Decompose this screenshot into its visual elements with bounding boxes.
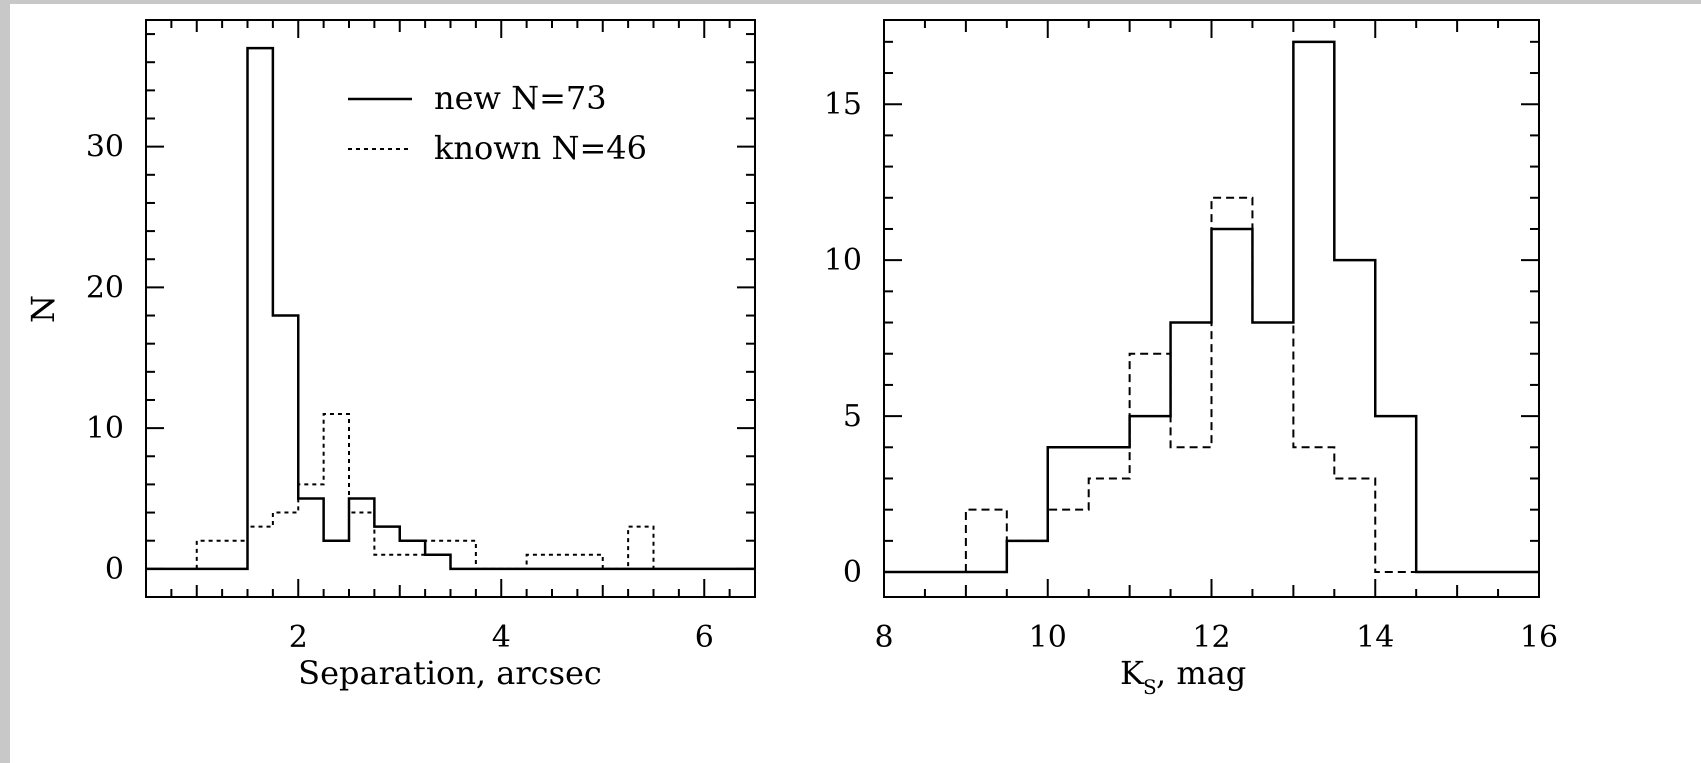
panel1-ytick-label: 10 — [86, 411, 124, 446]
panel1-xtick-label: 6 — [695, 620, 714, 655]
panel2-xtick-label: 14 — [1356, 620, 1394, 655]
panel2-xtick-label: 12 — [1192, 620, 1230, 655]
panel2-xtick-label: 16 — [1520, 620, 1558, 655]
legend-label-known: known N=46 — [434, 129, 647, 167]
panel1-ytick-label: 20 — [86, 270, 124, 305]
panel1-ytick-label: 30 — [86, 130, 124, 165]
panel1-ytick-label: 0 — [105, 552, 124, 587]
figure-svg: 2 4 6 0 10 20 30 8 10 12 14 16 0 5 10 15 Separation, arc… — [24, 19, 1558, 699]
panel2-ytick-label: 0 — [843, 555, 862, 590]
panel1-xlabel: Separation, arcsec — [298, 654, 602, 692]
panel2-xtick-label: 8 — [874, 620, 893, 655]
panel2-xlabel-main: K — [1120, 654, 1145, 692]
figure-canvas: 2 4 6 0 10 20 30 8 10 12 14 16 0 5 10 15 Separation, arc… — [10, 4, 1701, 763]
legend-label-new: new N=73 — [434, 79, 607, 117]
panel1-series-new — [146, 46, 755, 571]
panel2-xtick-label: 10 — [1029, 620, 1067, 655]
panel2-xlabel-sub: S — [1143, 675, 1157, 699]
panel1-series-known — [195, 413, 655, 570]
panel2-ytick-label: 10 — [824, 243, 862, 278]
panel1-xtick-label: 2 — [289, 620, 308, 655]
panel2-ytick-label: 15 — [824, 87, 862, 122]
panel1-xtick-label: 4 — [492, 620, 511, 655]
panel2-ytick-label: 5 — [843, 399, 862, 434]
panel1-ylabel: N — [24, 295, 62, 323]
panel2-series-known — [964, 196, 1417, 574]
panel2-xlabel-rest: , mag — [1156, 654, 1246, 692]
